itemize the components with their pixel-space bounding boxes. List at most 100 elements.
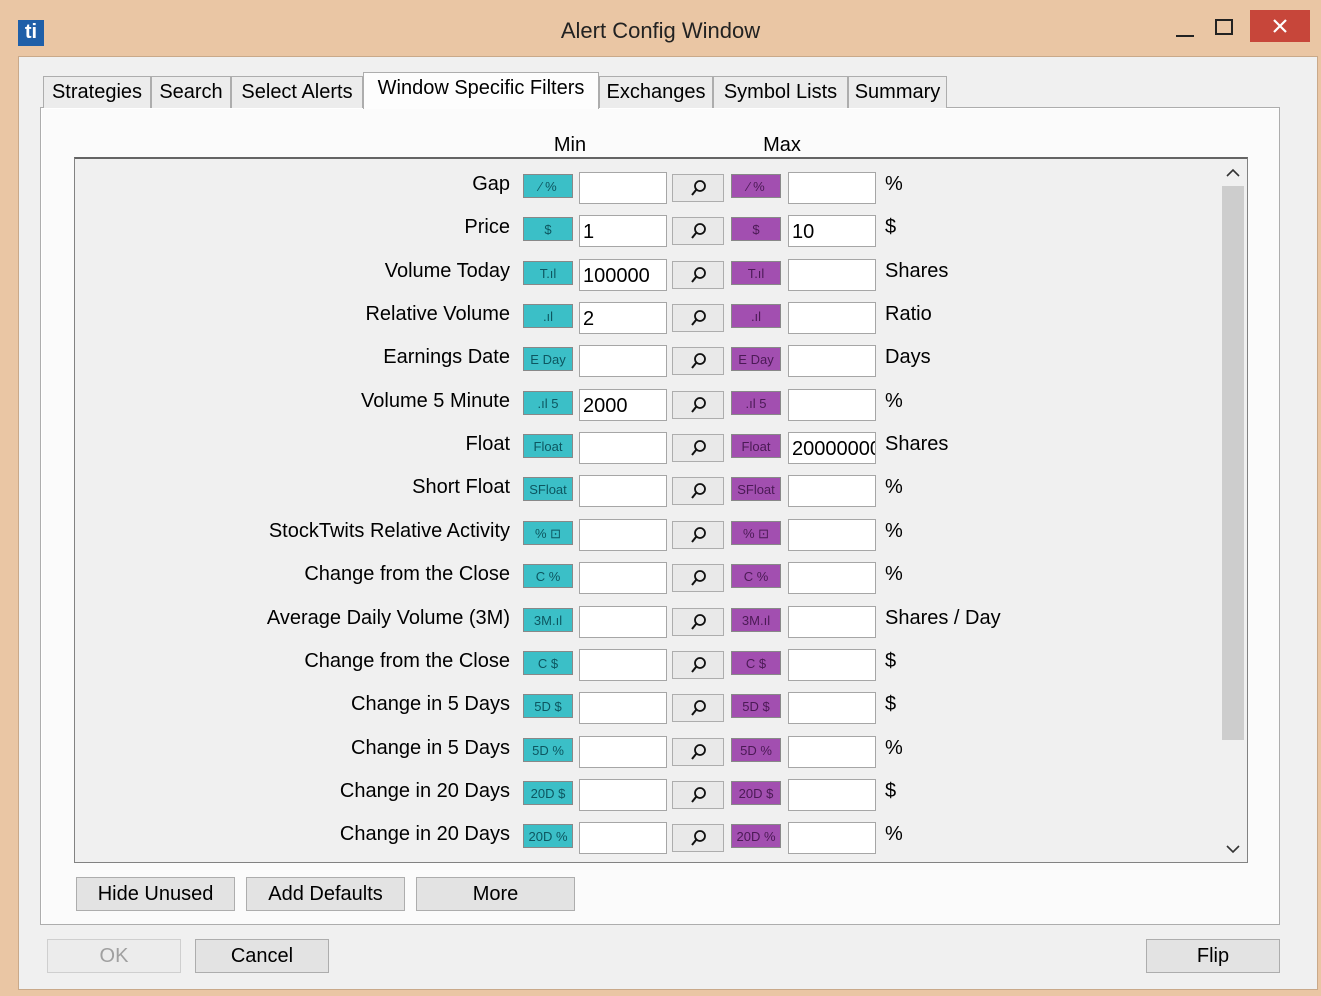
- max-icon[interactable]: C %: [731, 564, 781, 589]
- flip-button[interactable]: Flip: [1146, 939, 1280, 973]
- search-button[interactable]: [672, 174, 724, 202]
- tab[interactable]: Search: [151, 76, 231, 108]
- max-icon[interactable]: SFloat: [731, 477, 781, 502]
- min-input[interactable]: [579, 345, 667, 378]
- min-input[interactable]: [579, 432, 667, 465]
- max-input[interactable]: [788, 648, 876, 681]
- min-icon[interactable]: 5D %: [523, 737, 573, 762]
- min-icon[interactable]: $: [523, 217, 573, 242]
- max-icon[interactable]: 20D $: [731, 780, 781, 805]
- min-icon[interactable]: ∕ %: [523, 174, 573, 198]
- tab[interactable]: Symbol Lists: [713, 76, 848, 108]
- max-input[interactable]: [788, 605, 876, 638]
- max-input[interactable]: [788, 475, 876, 508]
- tab[interactable]: Summary: [848, 76, 947, 108]
- min-input[interactable]: [579, 735, 667, 768]
- max-input[interactable]: [788, 778, 876, 811]
- scroll-up[interactable]: [1226, 168, 1240, 178]
- search-button[interactable]: [672, 694, 724, 723]
- min-icon[interactable]: 20D %: [523, 824, 573, 849]
- min-icon[interactable]: .ıl 5: [523, 390, 573, 415]
- max-input[interactable]: [788, 822, 876, 855]
- search-button[interactable]: [672, 520, 724, 549]
- min-input[interactable]: [579, 692, 667, 725]
- window-controls[interactable]: [1160, 10, 1320, 44]
- search-button[interactable]: [672, 390, 724, 419]
- max-icon[interactable]: 20D %: [731, 824, 781, 849]
- panel-button[interactable]: Hide Unused: [76, 877, 235, 911]
- max-input[interactable]: [788, 518, 876, 551]
- max-input[interactable]: [788, 692, 876, 725]
- min-icon[interactable]: .ıl: [523, 304, 573, 329]
- min-icon[interactable]: 20D $: [523, 780, 573, 805]
- max-icon[interactable]: ∕ %: [731, 174, 781, 198]
- search-button[interactable]: [672, 260, 724, 289]
- min-icon[interactable]: SFloat: [523, 477, 573, 502]
- tab[interactable]: Select Alerts: [231, 76, 363, 108]
- filter-label: Volume 5 Minute: [361, 389, 510, 412]
- min-icon[interactable]: 5D $: [523, 694, 573, 719]
- min-icon[interactable]: C %: [523, 564, 573, 589]
- min-input[interactable]: [579, 648, 667, 681]
- scroll-thumb[interactable]: [1222, 186, 1244, 740]
- search-button[interactable]: [672, 217, 724, 246]
- max-input[interactable]: [788, 345, 876, 378]
- max-icon[interactable]: C $: [731, 650, 781, 675]
- search-button[interactable]: [672, 780, 724, 809]
- min-input[interactable]: [579, 562, 667, 595]
- maximize[interactable]: [1215, 19, 1233, 35]
- max-input[interactable]: [788, 735, 876, 768]
- max-icon[interactable]: E Day: [731, 347, 781, 372]
- max-input[interactable]: [788, 172, 876, 204]
- min-input[interactable]: [579, 822, 667, 855]
- min-input[interactable]: 100000: [579, 258, 667, 291]
- min-input[interactable]: 1: [579, 215, 667, 248]
- max-icon[interactable]: .ıl: [731, 304, 781, 329]
- max-icon[interactable]: .ıl 5: [731, 390, 781, 415]
- panel-button[interactable]: More: [416, 877, 575, 911]
- search-button[interactable]: [672, 304, 724, 333]
- max-icon[interactable]: 5D %: [731, 737, 781, 762]
- search-button[interactable]: [672, 607, 724, 636]
- min-icon[interactable]: E Day: [523, 347, 573, 372]
- max-input[interactable]: [788, 388, 876, 421]
- min-input[interactable]: [579, 475, 667, 508]
- scrollbar[interactable]: [1220, 160, 1246, 860]
- max-input[interactable]: 10: [788, 215, 876, 248]
- max-icon[interactable]: T.ıl: [731, 260, 781, 285]
- min-icon[interactable]: T.ıl: [523, 260, 573, 285]
- max-icon[interactable]: $: [731, 217, 781, 242]
- search-button[interactable]: [672, 737, 724, 766]
- search-button[interactable]: [672, 477, 724, 506]
- unit-label: $: [885, 649, 897, 672]
- max-input[interactable]: [788, 302, 876, 335]
- min-icon[interactable]: % ⊡: [523, 520, 573, 545]
- cancel-button[interactable]: Cancel: [195, 939, 329, 973]
- search-button[interactable]: [672, 564, 724, 593]
- min-input[interactable]: [579, 778, 667, 811]
- max-icon[interactable]: 3M.ıl: [731, 607, 781, 632]
- max-icon[interactable]: 5D $: [731, 694, 781, 719]
- panel-button[interactable]: Add Defaults: [246, 877, 405, 911]
- search-button[interactable]: [672, 434, 724, 463]
- scroll-down[interactable]: [1226, 844, 1240, 854]
- min-input[interactable]: [579, 518, 667, 551]
- tab[interactable]: Strategies: [43, 76, 151, 108]
- search-button[interactable]: [672, 824, 724, 853]
- min-input[interactable]: 2: [579, 302, 667, 335]
- max-input[interactable]: [788, 258, 876, 291]
- min-input[interactable]: 2000: [579, 388, 667, 421]
- min-icon[interactable]: Float: [523, 434, 573, 459]
- min-input[interactable]: [579, 605, 667, 638]
- tab[interactable]: Window Specific Filters: [363, 72, 599, 109]
- search-button[interactable]: [672, 650, 724, 679]
- max-icon[interactable]: % ⊡: [731, 520, 781, 545]
- min-input[interactable]: [579, 172, 667, 204]
- min-icon[interactable]: 3M.ıl: [523, 607, 573, 632]
- tab[interactable]: Exchanges: [599, 76, 713, 108]
- max-icon[interactable]: Float: [731, 434, 781, 459]
- max-input[interactable]: 20000000: [788, 432, 876, 465]
- max-input[interactable]: [788, 562, 876, 595]
- min-icon[interactable]: C $: [523, 650, 573, 675]
- search-button[interactable]: [672, 347, 724, 376]
